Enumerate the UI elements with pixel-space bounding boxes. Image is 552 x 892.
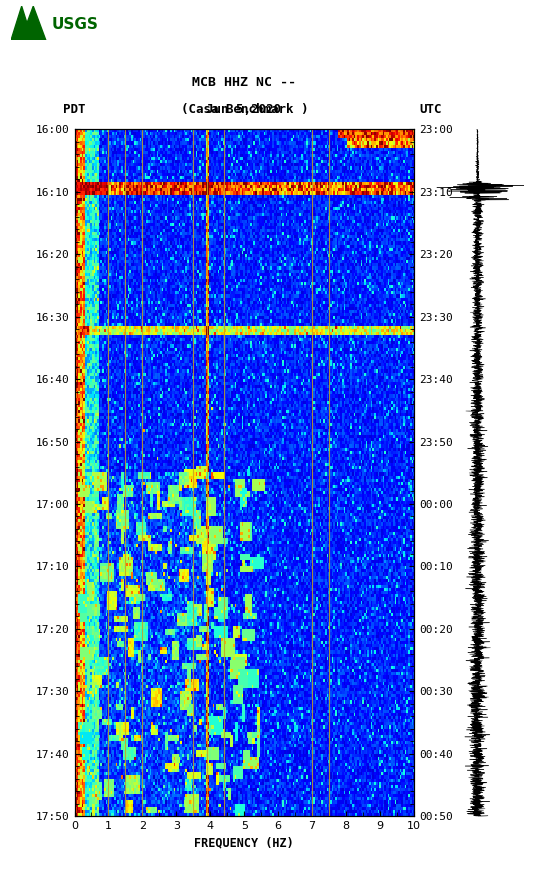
Text: USGS: USGS [52,17,98,32]
Text: PDT: PDT [63,103,86,116]
Polygon shape [11,6,32,40]
Text: MCB HHZ NC --: MCB HHZ NC -- [192,76,296,89]
Text: (Casa Benchmark ): (Casa Benchmark ) [181,103,308,116]
Polygon shape [21,6,46,40]
Text: Jun 5,2020: Jun 5,2020 [205,103,280,116]
X-axis label: FREQUENCY (HZ): FREQUENCY (HZ) [194,837,294,849]
Text: UTC: UTC [420,103,442,116]
